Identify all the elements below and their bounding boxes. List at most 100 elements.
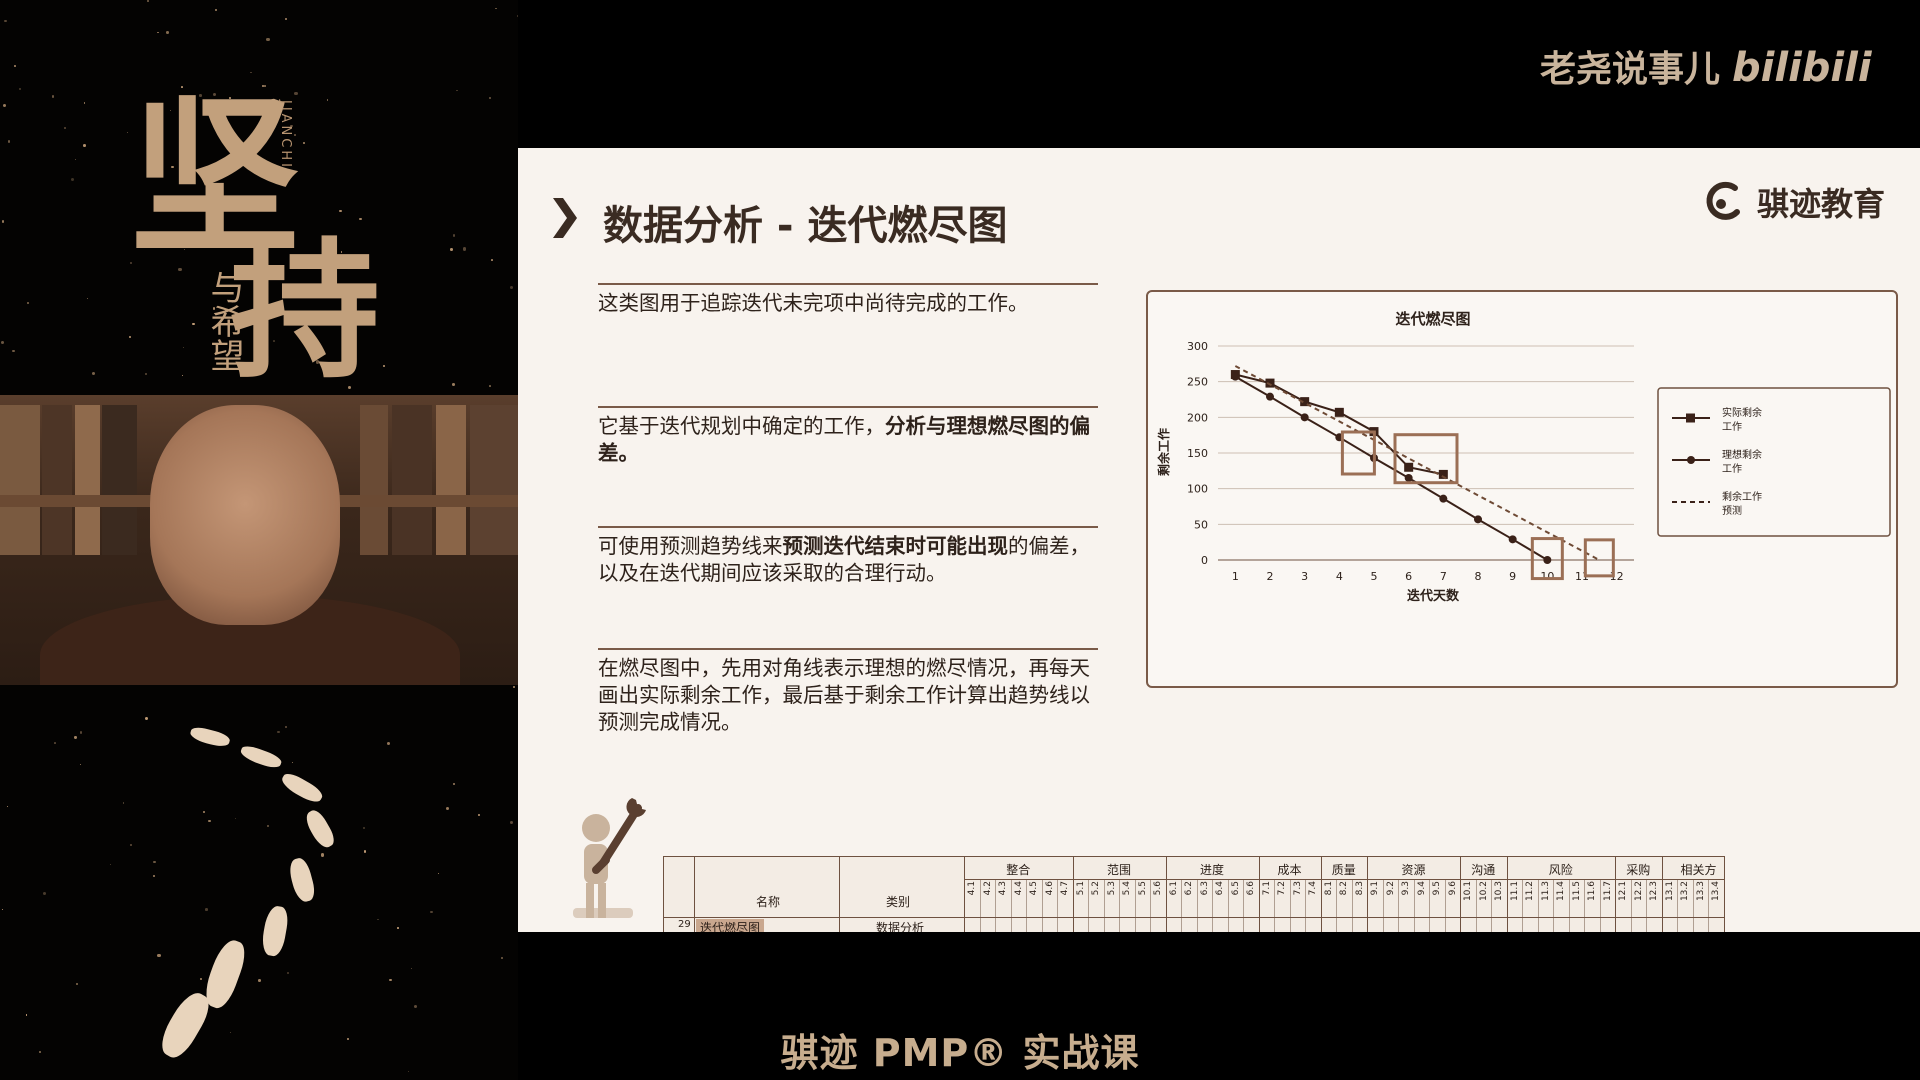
star [234,817,237,819]
table-process-code: 8.1 [1323,881,1334,896]
star [144,372,147,375]
table-process-code: 9.6 [1447,881,1458,896]
star [184,248,186,250]
table-header-name: 名称 [756,895,781,909]
star [363,827,366,830]
table-group-label: 资源 [1401,863,1426,877]
star [331,289,334,293]
y-axis-label: 剩余工作 [1156,428,1171,476]
star [267,824,270,828]
chevron-right-icon [553,198,577,238]
paragraph-3-text: 可使用预测趋势线来 [598,534,783,558]
channel-watermark: 老尧说事儿 bilibili [1540,40,1872,92]
star [230,1032,232,1034]
table-cell-divider [1522,879,1523,932]
table-cell-divider [1568,879,1570,932]
table-cell-divider [1243,879,1244,932]
star [285,725,288,728]
data-point [1508,535,1517,544]
table-cell-divider [1150,879,1151,932]
table-group-label: 成本 [1277,863,1302,877]
table-cell-divider [1599,879,1601,932]
star [452,234,456,237]
star [12,349,15,352]
footprints-graphic [130,725,390,1063]
paragraph-3-text-after: 的偏差，以及在迭代期间应该采取的合理行动。 [598,534,1090,585]
star [122,802,125,805]
paragraph-3-bold: 预测迭代结束时可能出现 [782,534,1009,558]
star [178,267,182,271]
data-point [1266,392,1274,401]
table-process-code: 11.1 [1509,881,1520,902]
highlight-box [1583,538,1615,578]
table-process-code: 5.6 [1153,881,1163,896]
table-cell-divider [1010,879,1012,932]
data-point [1231,372,1240,381]
star [320,853,325,857]
star [258,978,262,982]
x-axis-label: 迭代天数 [1407,588,1460,604]
highlight-box [1340,430,1376,476]
table-process-code: 5.4 [1122,881,1132,896]
star [389,978,392,982]
star [86,297,89,299]
star [348,385,352,390]
y-tick-label: 200 [1187,411,1208,424]
star [19,88,21,90]
star [284,18,287,21]
divider [598,648,1098,650]
star [495,7,498,10]
table-cell-divider [1258,879,1260,932]
star [157,953,161,957]
presenter-face [150,405,340,625]
table-process-code: 4.7 [1060,881,1070,896]
paragraph-4: 在燃尽图中，先用对角线表示理想的燃尽情况，再每天画出实际剩余工作，最后基于剩余工… [598,656,1090,734]
channel-name: 老尧说事儿 [1540,49,1721,90]
star [451,383,455,386]
table-cell-divider [1553,879,1554,932]
table-group-label: 整合 [1006,863,1031,877]
star [144,717,148,721]
star [509,821,514,825]
table-process-code: 6.1 [1168,881,1179,896]
presentation-slide: 数据分析 - 迭代燃尽图 骐迹教育 这类图用于追踪迭代未完项中尚待完成的工作。 … [518,148,1920,932]
table-group-label: 质量 [1331,863,1356,877]
star [92,371,96,375]
star [129,336,132,339]
table-process-code: 11.6 [1587,881,1597,902]
table-cell-divider [1072,879,1074,932]
star [264,84,267,87]
divider [598,406,1098,408]
table-cell-divider [1584,879,1585,932]
x-tick-label: 2 [1267,570,1274,583]
star [339,209,342,213]
star [191,322,195,326]
table-process-code: 5.1 [1075,881,1086,896]
star [437,872,440,875]
table-cell-divider [1336,879,1337,932]
table-process-code: 9.3 [1401,881,1411,896]
table-cell-divider [1212,879,1213,932]
star [39,1050,42,1053]
star [262,84,265,87]
table-cell-divider [1088,879,1089,932]
star [228,96,231,100]
star [292,762,294,764]
table-process-code: 10.1 [1463,881,1473,902]
star [1,908,3,911]
x-tick-label: 4 [1336,570,1343,583]
table-process-code: 10.3 [1494,881,1504,902]
table-cell-divider [995,879,996,932]
legend-label: 预测 [1722,504,1742,517]
star [79,731,83,734]
table-cell-divider [1661,879,1663,932]
table-row-name: 迭代燃尽图 [696,919,765,932]
table-process-code: 6.5 [1230,881,1241,896]
star [182,346,185,349]
data-point [1300,413,1309,422]
slide-title: 数据分析 - 迭代燃尽图 [603,203,1008,249]
legend-box [1657,387,1891,537]
star [213,93,217,96]
star [212,307,216,310]
